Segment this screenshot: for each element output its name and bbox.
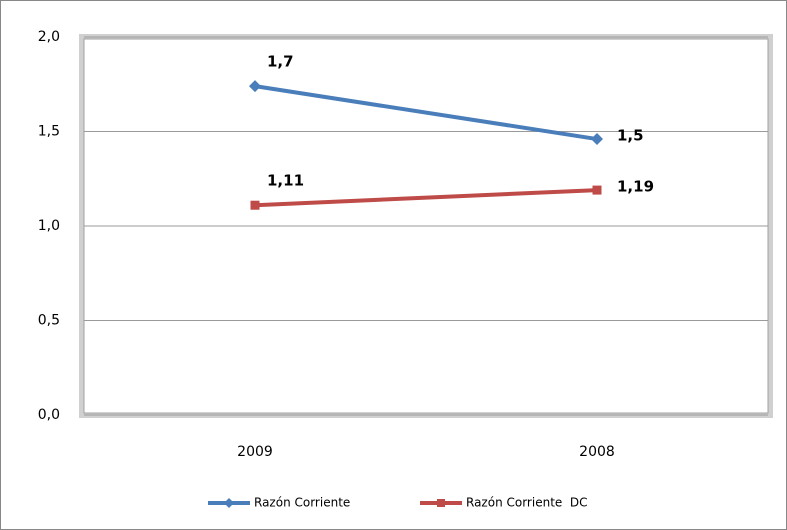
value-label: 1,11	[267, 172, 304, 190]
y-tick-label: 0,5	[38, 313, 60, 329]
y-tick-label: 2,0	[38, 29, 60, 45]
value-label: 1,7	[267, 53, 294, 71]
x-tick-label: 2009	[237, 444, 273, 460]
marker	[591, 133, 603, 146]
marker	[249, 80, 261, 93]
marker	[250, 200, 260, 210]
x-tick-label: 2008	[579, 444, 615, 460]
legend-label: Razón Corriente	[254, 496, 350, 510]
y-tick-label: 0,0	[38, 407, 60, 423]
y-tick-label: 1,0	[38, 218, 60, 234]
y-tick-label: 1,5	[38, 124, 60, 140]
series-line	[254, 188, 598, 208]
legend-marker	[224, 498, 234, 508]
legend-label: Razón Corriente DC	[466, 496, 588, 510]
marker	[592, 185, 602, 195]
legend-marker	[437, 499, 445, 507]
value-label: 1,5	[617, 127, 644, 145]
series-line	[254, 84, 598, 142]
value-label: 1,19	[617, 178, 654, 196]
